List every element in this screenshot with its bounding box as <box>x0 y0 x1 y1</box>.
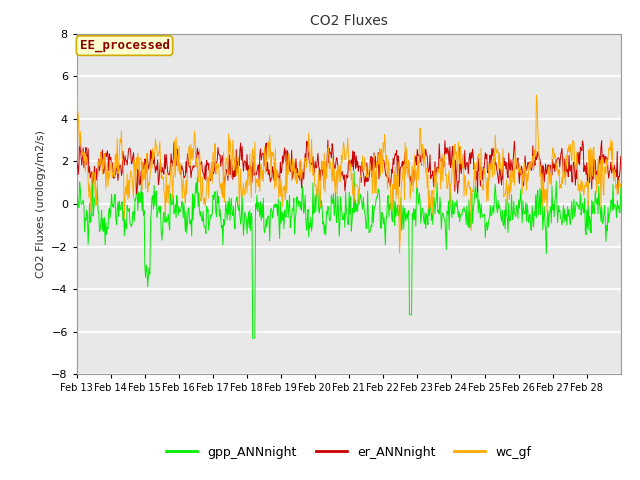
Legend: gpp_ANNnight, er_ANNnight, wc_gf: gpp_ANNnight, er_ANNnight, wc_gf <box>161 441 536 464</box>
Title: CO2 Fluxes: CO2 Fluxes <box>310 14 388 28</box>
Y-axis label: CO2 Fluxes (urology/m2/s): CO2 Fluxes (urology/m2/s) <box>36 130 45 278</box>
Text: EE_processed: EE_processed <box>79 39 170 52</box>
